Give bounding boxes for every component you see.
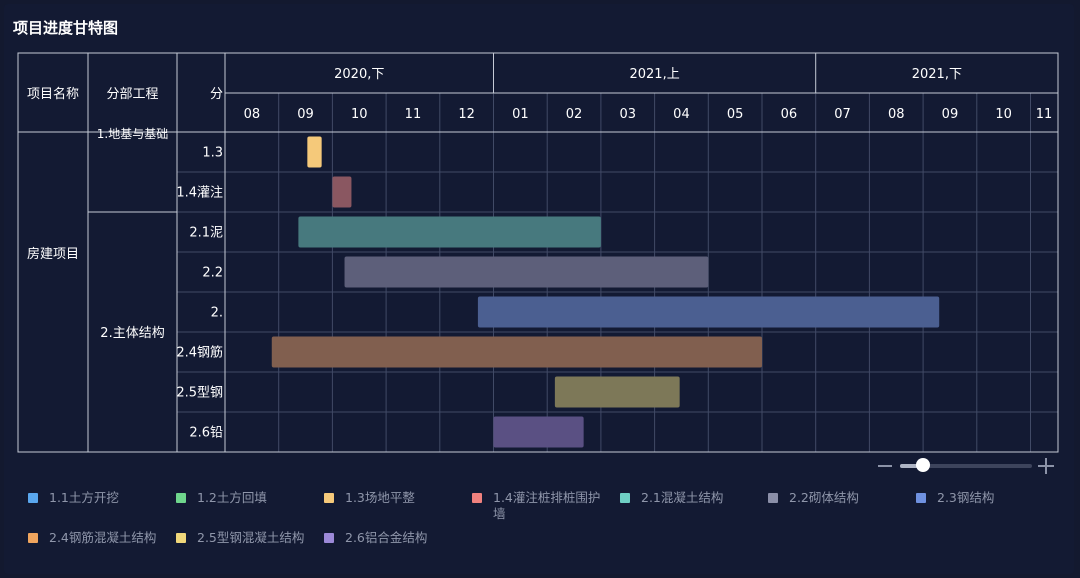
zoom-slider[interactable] <box>876 456 1056 476</box>
task-bar[interactable] <box>271 336 762 368</box>
zoom-handle[interactable] <box>916 458 930 472</box>
row-label: 2.4钢筋 <box>176 345 223 361</box>
task-bar[interactable] <box>307 136 322 168</box>
task-bar[interactable] <box>554 376 680 408</box>
legend-label: 2.1混凝土结构 <box>641 490 724 505</box>
row-label: 2.5型钢 <box>176 386 223 401</box>
zoom-track-fill <box>900 464 924 468</box>
month-tick-label: 10 <box>995 107 1012 122</box>
legend-item[interactable]: 2.1混凝土结构 <box>620 490 751 506</box>
division-label: 2.主体结构 <box>100 326 164 341</box>
column-header-project: 项目名称 <box>27 86 79 102</box>
month-tick-label: 09 <box>297 107 314 122</box>
legend-item[interactable]: 1.4灌注桩排桩围护墙 <box>472 490 603 522</box>
legend-label: 2.6铝合金结构 <box>345 530 428 545</box>
row-label: 2.1泥 <box>189 226 223 241</box>
legend-label: 2.5型钢混凝土结构 <box>197 530 305 545</box>
legend: 1.1土方开挖 1.2土方回填 1.3场地平整 1.4灌注桩排桩围护墙 2.1混凝土结构… <box>28 490 1068 570</box>
legend-swatch <box>28 493 38 503</box>
project-label: 房建项目 <box>27 246 79 262</box>
legend-label: 2.2砌体结构 <box>789 490 859 505</box>
period-label: 2021,下 <box>912 67 962 82</box>
task-bar[interactable] <box>344 256 709 288</box>
column-header-subitem: 分 <box>210 87 223 102</box>
legend-item[interactable]: 1.1土方开挖 <box>28 490 159 506</box>
legend-item[interactable]: 2.5型钢混凝土结构 <box>176 530 307 546</box>
legend-item[interactable]: 2.2砌体结构 <box>768 490 899 506</box>
month-tick-label: 03 <box>619 107 636 122</box>
legend-item[interactable]: 2.6铝合金结构 <box>324 530 455 546</box>
month-tick-label: 12 <box>458 107 475 122</box>
legend-label: 1.3场地平整 <box>345 490 415 505</box>
legend-swatch <box>324 493 334 503</box>
task-bar[interactable] <box>298 216 601 248</box>
task-bar[interactable] <box>477 296 940 328</box>
task-bar[interactable] <box>493 416 584 448</box>
legend-swatch <box>620 493 630 503</box>
legend-label: 2.3钢结构 <box>937 490 995 505</box>
month-tick-label: 08 <box>888 107 905 122</box>
table-border <box>17 52 1059 453</box>
row-label: 2.6铅 <box>189 426 223 441</box>
row-label: 2. <box>211 306 223 321</box>
column-header-division: 分部工程 <box>106 87 158 102</box>
month-tick-label: 01 <box>512 107 529 122</box>
legend-item[interactable]: 1.3场地平整 <box>324 490 455 506</box>
month-tick-label: 06 <box>781 107 798 122</box>
legend-label: 1.4灌注桩排桩围护墙 <box>493 490 601 521</box>
legend-swatch <box>916 493 926 503</box>
legend-label: 2.4钢筋混凝土结构 <box>49 530 157 545</box>
legend-swatch <box>176 533 186 543</box>
chart-panel <box>4 4 1074 574</box>
legend-swatch <box>324 533 334 543</box>
legend-swatch <box>768 493 778 503</box>
division-label: 1.地基与基础 <box>97 127 168 141</box>
legend-item[interactable]: 2.4钢筋混凝土结构 <box>28 530 159 546</box>
legend-swatch <box>28 533 38 543</box>
period-label: 2021,上 <box>629 67 679 82</box>
zoom-out-icon[interactable] <box>878 465 892 467</box>
zoom-in-icon-vertical[interactable] <box>1045 458 1047 474</box>
month-tick-label: 08 <box>244 107 261 122</box>
row-label: 1.4灌注 <box>176 186 223 201</box>
legend-label: 1.1土方开挖 <box>49 490 119 505</box>
row-label: 2.2 <box>202 266 223 281</box>
legend-item[interactable]: 1.2土方回填 <box>176 490 307 506</box>
month-tick-label: 07 <box>834 107 851 122</box>
month-tick-label: 09 <box>942 107 959 122</box>
month-tick-label: 04 <box>673 107 690 122</box>
month-tick-label: 10 <box>351 107 368 122</box>
legend-swatch <box>176 493 186 503</box>
month-tick-label: 02 <box>566 107 583 122</box>
period-label: 2020,下 <box>334 67 384 82</box>
legend-swatch <box>472 493 482 503</box>
legend-item[interactable]: 2.3钢结构 <box>916 490 1047 506</box>
month-tick-label: 11 <box>1036 107 1053 122</box>
chart-title: 项目进度甘特图 <box>13 19 119 37</box>
zoom-track[interactable] <box>900 464 1032 468</box>
legend-label: 1.2土方回填 <box>197 490 267 505</box>
month-tick-label: 11 <box>405 107 422 122</box>
task-bar[interactable] <box>332 176 352 208</box>
month-tick-label: 05 <box>727 107 744 122</box>
row-label: 1.3 <box>202 146 223 161</box>
